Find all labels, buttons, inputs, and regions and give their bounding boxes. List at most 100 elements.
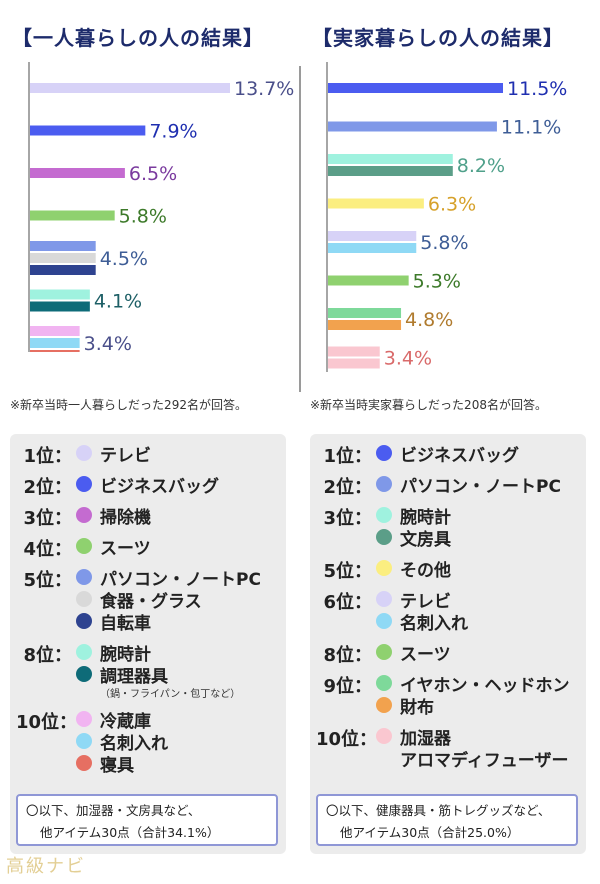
color-dot-icon <box>76 733 92 749</box>
rank-item: パソコン・ノートPC <box>376 473 561 497</box>
rank-item-label: テレビ <box>400 591 451 612</box>
rank-item: 名刺入れ <box>76 730 168 754</box>
data-label: 3.4% <box>384 348 432 370</box>
bar-ビジネスバッグ <box>328 83 503 93</box>
rank-item: 腕時計 <box>76 641 151 665</box>
chart-divider <box>299 66 301 392</box>
rank-item-label: スーツ <box>100 538 151 559</box>
color-dot-icon <box>376 644 392 660</box>
color-dot-icon <box>76 711 92 727</box>
rank-label: 1位： <box>323 446 372 467</box>
summary-line-1: 〇以下、健康器具・筋トレグッズなど、 <box>326 803 551 818</box>
rank-item-label: テレビ <box>100 445 151 466</box>
data-label: 11.5% <box>507 78 567 100</box>
color-dot-icon <box>76 569 92 585</box>
rank-item-label: 冷蔵庫 <box>100 711 151 732</box>
rank-item-label: スーツ <box>400 644 451 665</box>
rank-label: 9位： <box>323 676 372 697</box>
bar-パソコン・ノートPC <box>30 241 96 251</box>
bar-ビジネスバッグ <box>30 125 146 136</box>
rank-item: スーツ <box>376 641 451 665</box>
rank-item: その他 <box>376 557 451 581</box>
data-label: 5.8% <box>420 232 468 254</box>
rank-label: 6位： <box>323 592 372 613</box>
color-dot-icon <box>76 755 92 771</box>
color-dot-icon <box>376 507 392 523</box>
rank-label: 4位： <box>23 539 72 560</box>
rank-item: ビジネスバッグ <box>376 442 519 466</box>
right-bar-chart: 11.5% 11.1% 8.2% 6.3% 5.8% 5.3% 4.8% 3.4% <box>326 62 567 372</box>
bar-財布 <box>328 320 402 330</box>
rank-item: 食器・グラス <box>76 588 202 612</box>
rank-item: 名刺入れ <box>376 610 468 634</box>
rank-item-label: パソコン・ノートPC <box>100 569 261 590</box>
rank-item: 文房具 <box>376 526 451 550</box>
rank-item-label: 名刺入れ <box>400 613 468 634</box>
color-dot-icon <box>376 613 392 629</box>
bar-名刺入れ <box>30 338 80 348</box>
rank-item: 寝具 <box>76 752 134 776</box>
rank-item-label: 自転車 <box>100 613 151 634</box>
rank-item-label: イヤホン・ヘッドホン <box>400 675 570 696</box>
rank-item: 腕時計 <box>376 504 451 528</box>
rank-item-label: 名刺入れ <box>100 733 168 754</box>
bar-自転車 <box>30 265 96 275</box>
rank-label: 1位： <box>23 446 72 467</box>
rank-item: アロマディフューザー <box>376 747 568 771</box>
color-dot-icon <box>76 476 92 492</box>
data-label: 13.7% <box>234 78 294 100</box>
data-label: 5.3% <box>413 271 461 293</box>
bar-寝具 <box>30 350 80 352</box>
bar-その他 <box>328 198 424 209</box>
rank-label: 3位： <box>323 508 372 529</box>
rank-item-label: ビジネスバッグ <box>100 476 219 497</box>
right-ranking-panel: 1位： ビジネスバッグ 2位： パソコン・ノートPC 3位： 腕時計 文房具 5位： その他 6位… <box>310 434 586 854</box>
color-dot-icon <box>76 591 92 607</box>
data-label: 4.8% <box>405 309 453 331</box>
color-dot-icon <box>76 613 92 629</box>
rank-item-label: その他 <box>400 560 451 581</box>
rank-label: 8位： <box>323 645 372 666</box>
color-dot-icon <box>376 728 392 744</box>
rank-item: パソコン・ノートPC <box>76 566 261 590</box>
rank-label: 10位： <box>316 729 378 750</box>
color-dot-icon <box>76 538 92 554</box>
site-logo: 高級ナビ <box>6 856 86 877</box>
summary-box: 〇以下、加湿器・文房具など、 他アイテム30点（合計34.1%） <box>16 794 278 846</box>
rank-item-label: 腕時計 <box>100 644 151 665</box>
bar-スーツ <box>328 275 409 286</box>
rank-item: 掃除機 <box>76 504 151 528</box>
color-dot-icon <box>376 591 392 607</box>
rank-item: テレビ <box>76 442 151 466</box>
color-dot-icon <box>76 507 92 523</box>
rank-item-label: 腕時計 <box>400 507 451 528</box>
right-chart-title: 【実家暮らしの人の結果】 <box>312 26 564 50</box>
rank-label: 8位： <box>23 645 72 666</box>
rank-label: 2位： <box>323 477 372 498</box>
rank-item-label: 調理器具 <box>100 666 168 687</box>
rank-item-note: （鍋・フライパン・包丁など） <box>100 689 241 700</box>
summary-line-2: 他アイテム30点（合計25.0%） <box>340 825 520 840</box>
data-label: 6.5% <box>129 163 177 185</box>
bar-テレビ <box>328 231 417 241</box>
rank-label: 2位： <box>23 477 72 498</box>
bar-調理器具 <box>30 301 90 312</box>
right-respondent-note: ※新卒当時実家暮らしだった208名が回答。 <box>310 398 547 412</box>
left-ranking-panel: 1位： テレビ 2位： ビジネスバッグ 3位： 掃除機 4位： スーツ 5位： パソコン・ノートP… <box>10 434 286 854</box>
data-label: 3.4% <box>84 333 132 352</box>
color-dot-icon <box>376 560 392 576</box>
rank-item: 調理器具 <box>76 663 168 687</box>
rank-item-label: 加湿器 <box>400 728 451 749</box>
color-dot-icon <box>376 529 392 545</box>
color-dot-icon <box>376 476 392 492</box>
left-chart-title: 【一人暮らしの人の結果】 <box>12 26 264 50</box>
bar-加湿器 <box>328 346 380 357</box>
bar-スーツ <box>30 210 115 221</box>
rank-label: 3位： <box>23 508 72 529</box>
color-dot-icon <box>76 445 92 461</box>
color-dot-icon <box>76 666 92 682</box>
bar-腕時計 <box>30 289 90 300</box>
left-respondent-note: ※新卒当時一人暮らしだった292名が回答。 <box>10 398 247 412</box>
rank-item-label: ビジネスバッグ <box>400 445 519 466</box>
bar-文房具 <box>328 166 453 176</box>
